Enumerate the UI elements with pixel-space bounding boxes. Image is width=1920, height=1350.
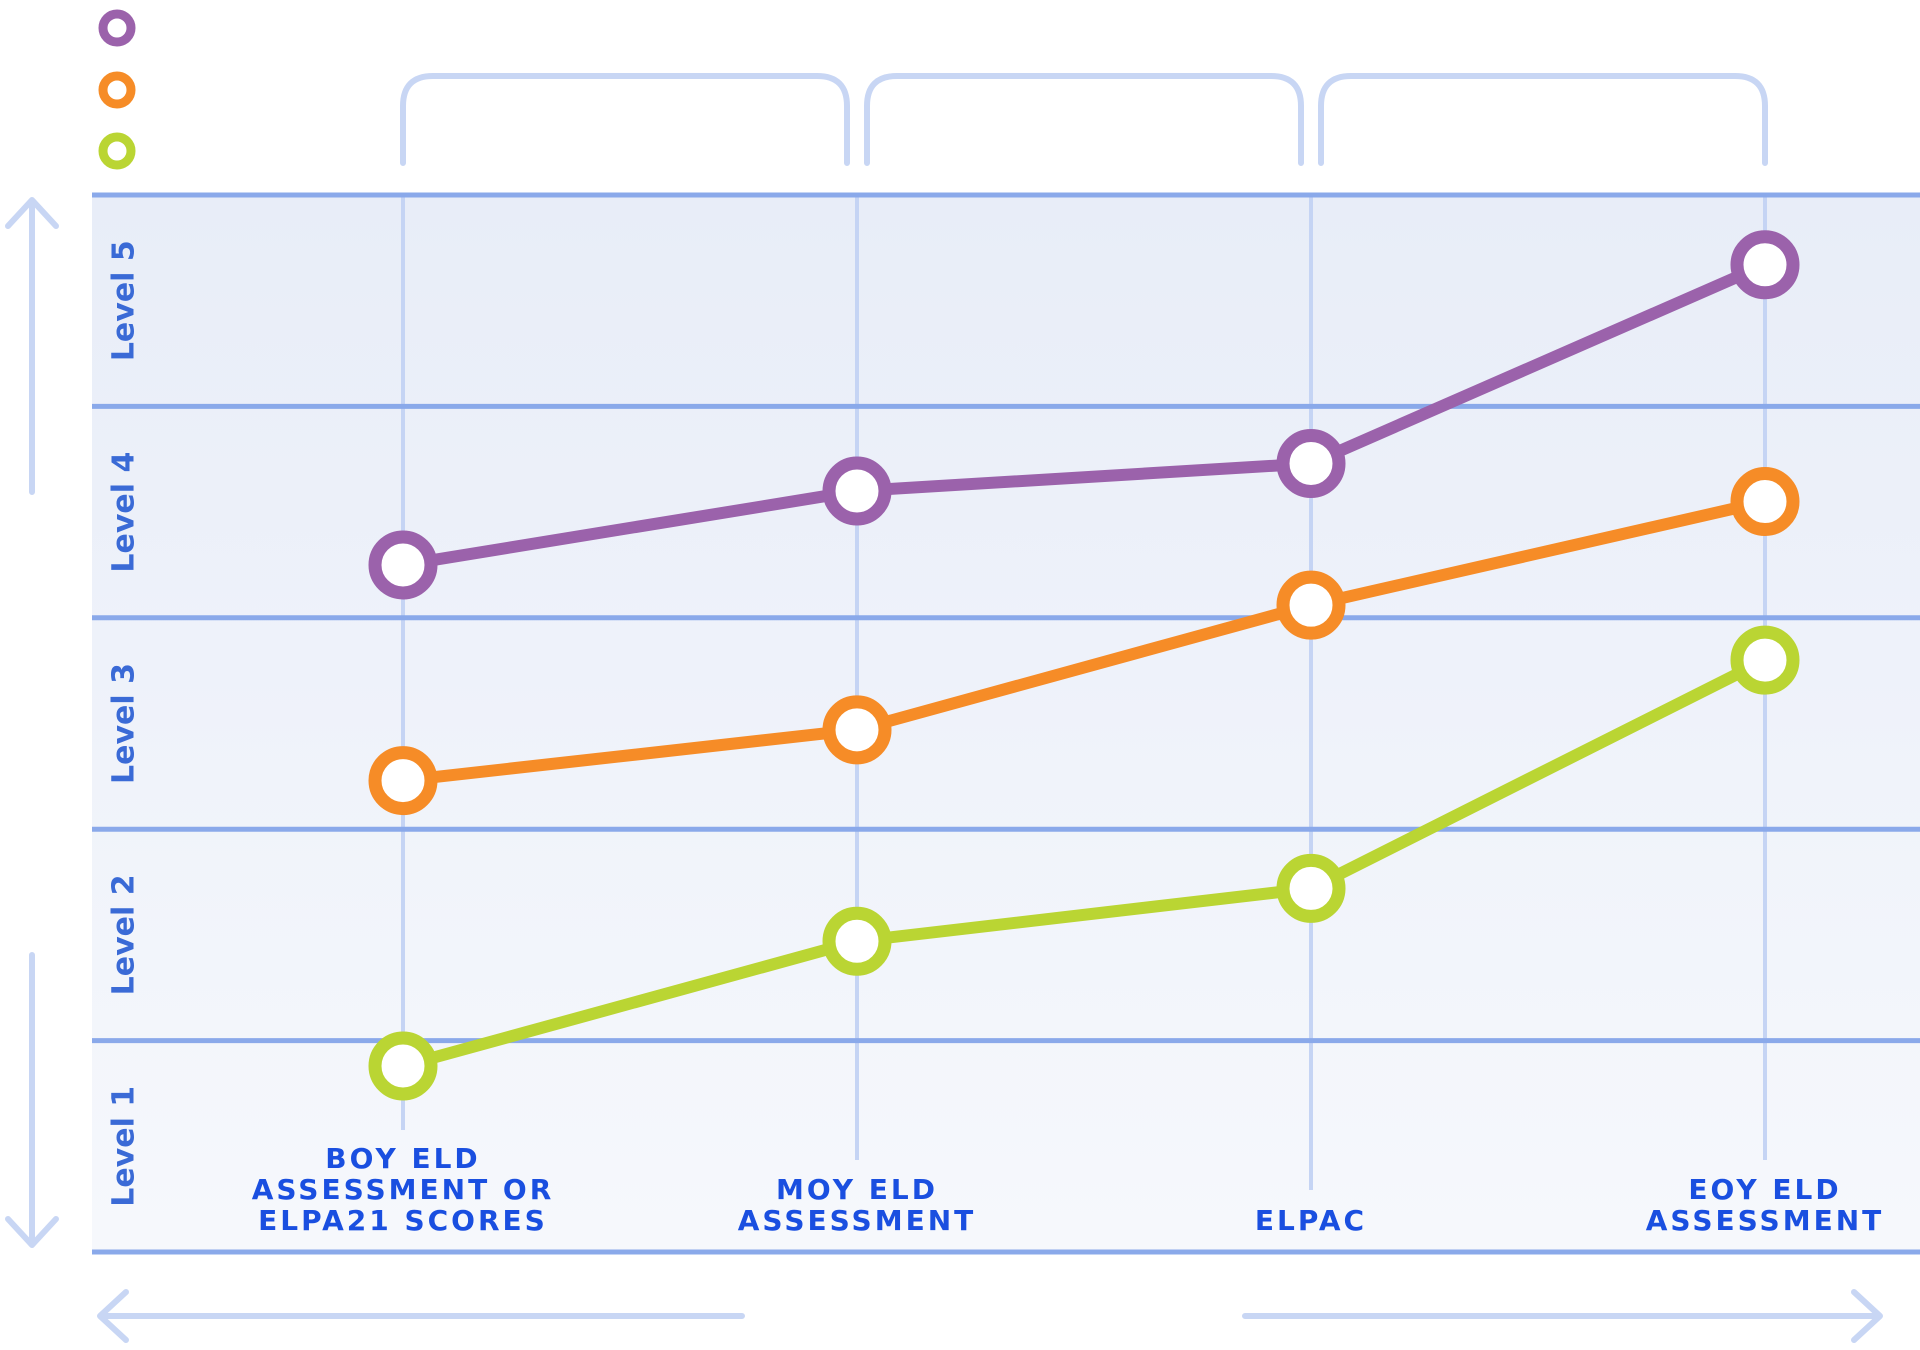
bracket-3 <box>1318 73 1768 166</box>
series-line-1 <box>397 258 1771 571</box>
data-series <box>368 230 1800 1101</box>
data-point <box>822 456 892 526</box>
category-label-line: ELPA21 SCORES <box>258 1204 548 1237</box>
category-label-line: ASSESSMENT OR <box>252 1173 555 1206</box>
arrow-right <box>1242 1289 1883 1343</box>
data-point <box>1730 230 1800 300</box>
category-label-line: ASSESSMENT <box>1646 1204 1884 1237</box>
level-label-3: Level 3 <box>107 663 142 784</box>
data-point <box>1276 428 1346 498</box>
data-point <box>1276 570 1346 640</box>
arrow-up <box>5 197 59 495</box>
category-label-line: ASSESSMENT <box>738 1204 976 1237</box>
series-1 <box>368 230 1800 600</box>
data-point <box>368 1031 438 1101</box>
category-label-line: ELPAC <box>1255 1204 1367 1237</box>
legend-marker-3 <box>98 132 136 170</box>
level-label-5: Level 5 <box>107 240 142 361</box>
arrow-down <box>5 952 59 1248</box>
data-point <box>1730 625 1800 695</box>
data-point <box>822 906 892 976</box>
category-label-line: BOY ELD <box>325 1142 480 1175</box>
legend-marker-1 <box>98 9 136 47</box>
arrow-left <box>97 1289 745 1343</box>
level-labels: Level 1 Level 2 Level 3 Level 4 Level 5 <box>107 240 142 1207</box>
bracket-1 <box>400 73 850 166</box>
data-point <box>368 530 438 600</box>
series-3 <box>368 625 1800 1101</box>
series-2 <box>368 467 1800 816</box>
data-point <box>1730 467 1800 537</box>
bracket-2 <box>864 73 1304 166</box>
level-label-4: Level 4 <box>107 452 142 573</box>
category-label-line: MOY ELD <box>776 1173 938 1206</box>
level-gridlines <box>92 192 1920 1255</box>
category-label-line: EOY ELD <box>1688 1173 1841 1206</box>
legend-marker-2 <box>98 71 136 109</box>
data-point <box>368 746 438 816</box>
level-label-1: Level 1 <box>107 1086 142 1207</box>
data-point <box>1276 853 1346 923</box>
legend <box>98 9 136 170</box>
series-line-3 <box>397 654 1771 1072</box>
level-label-2: Level 2 <box>107 874 142 995</box>
category-label-3: ELPAC <box>1255 1204 1367 1237</box>
series-line-2 <box>397 495 1771 787</box>
data-point <box>822 695 892 765</box>
decorations <box>5 73 1883 1343</box>
